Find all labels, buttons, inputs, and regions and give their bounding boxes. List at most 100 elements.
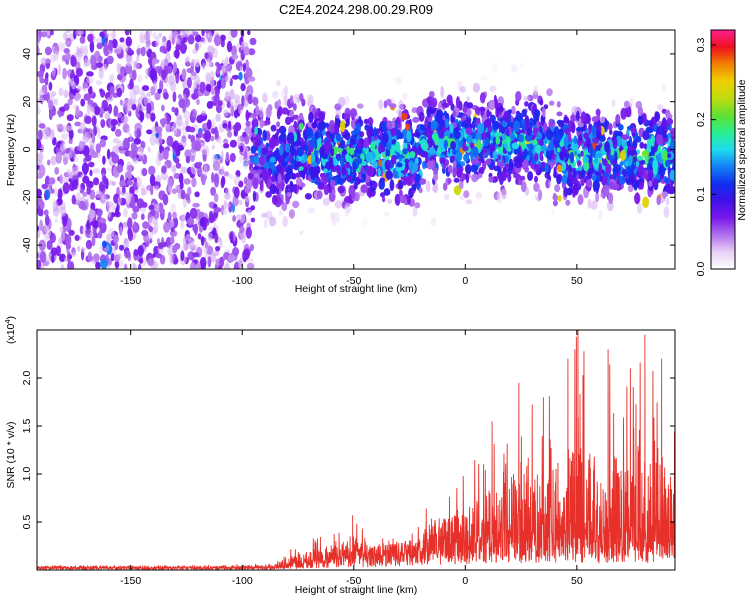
spectrogram-cell xyxy=(102,155,106,165)
spectrogram-cell xyxy=(608,181,615,190)
spectrogram-cell xyxy=(402,148,408,155)
spectrogram-cell xyxy=(454,130,461,140)
spectrogram-cell xyxy=(251,117,259,130)
spectrogram-cell xyxy=(112,234,119,244)
spectrogram-cell xyxy=(592,180,600,191)
spectrogram-cell xyxy=(123,137,130,149)
x-tick-label: -50 xyxy=(346,275,361,287)
spectrogram-cell xyxy=(413,131,420,138)
spectrogram-cell xyxy=(585,114,591,125)
spectrogram-cell xyxy=(212,153,218,164)
spectrogram-cell xyxy=(143,95,149,107)
spectrogram-cell xyxy=(265,106,272,119)
spectrogram-cell xyxy=(91,133,96,144)
spectrogram-cell xyxy=(437,138,445,148)
spectrogram-cell xyxy=(224,202,231,208)
spectrogram-cell xyxy=(71,166,79,176)
spectrogram-cell xyxy=(247,30,251,36)
spectrogram-cell xyxy=(186,67,194,74)
spectrogram-cell xyxy=(535,144,542,154)
spectrogram-cell xyxy=(515,162,523,169)
spectrogram-cell xyxy=(171,106,176,113)
spectrogram-cell xyxy=(409,151,416,159)
spectrogram-cell xyxy=(159,79,164,92)
spectrogram-cell xyxy=(225,151,230,163)
spectrogram-cell xyxy=(621,168,628,177)
spectrogram-cell xyxy=(255,105,260,116)
spectrogram-cell xyxy=(478,166,485,175)
spectrogram-cell xyxy=(119,226,123,236)
spectrogram-cell xyxy=(515,91,522,102)
spectrogram-cell xyxy=(383,100,388,109)
spectrogram-cell xyxy=(220,165,225,177)
spectrogram-cell xyxy=(38,123,46,129)
spectrogram-cell xyxy=(136,54,140,62)
spectrogram-cell xyxy=(450,155,456,162)
spectrogram-cell xyxy=(171,35,176,45)
colorbar-tick-label: 0.2 xyxy=(695,112,707,127)
spectrogram-cell xyxy=(158,242,164,249)
spectrogram-cell xyxy=(619,150,626,161)
spectrogram-cell xyxy=(292,103,297,111)
spectrogram-cell xyxy=(646,142,651,153)
spectrogram-cell xyxy=(456,167,462,178)
spectrogram-cell xyxy=(529,144,534,151)
spectrogram-cell xyxy=(240,83,246,92)
spectrogram-cell xyxy=(442,164,447,170)
spectrogram-cell xyxy=(221,175,226,186)
x-tick-label: -100 xyxy=(232,575,253,587)
spectrogram-cell xyxy=(242,62,246,72)
spectrogram-cell xyxy=(437,109,444,119)
spectrogram-cell xyxy=(249,244,254,252)
spectrogram-cell xyxy=(612,137,618,149)
spectrogram-cell xyxy=(602,158,608,167)
spectrogram-cell xyxy=(252,177,259,190)
spectrogram-cell xyxy=(136,180,142,189)
spectrogram-cell xyxy=(661,83,666,93)
spectrogram-cell xyxy=(663,206,670,218)
spectrogram-cell xyxy=(338,96,346,108)
spectrogram-cell xyxy=(187,34,195,45)
spectrogram-cell xyxy=(149,174,156,187)
spectrogram-cell xyxy=(345,155,352,163)
spectrogram-cell xyxy=(62,216,68,227)
spectrogram-cell xyxy=(587,198,592,209)
spectrogram-cell xyxy=(85,154,92,162)
spectrogram-cell xyxy=(93,253,100,263)
spectrogram-cell xyxy=(150,209,156,217)
spectrogram-cell xyxy=(45,72,49,79)
spectrogram-cell xyxy=(665,183,673,194)
spectrogram-cell xyxy=(466,108,472,117)
spectrogram-cell xyxy=(37,107,41,116)
spectrogram-cell xyxy=(583,160,590,172)
spectrogram-cell xyxy=(192,93,196,100)
spectrogram-cell xyxy=(347,175,353,182)
spectrogram-cell xyxy=(471,120,476,130)
spectrogram-cell xyxy=(211,172,215,184)
spectrogram-cell xyxy=(285,116,292,125)
spectrogram-cell xyxy=(227,130,233,138)
spectrogram-cell xyxy=(224,262,230,269)
spectrogram-cell xyxy=(82,175,90,184)
spectrogram-cell xyxy=(439,157,446,165)
spectrogram-cell xyxy=(590,200,598,210)
spectrogram-cell xyxy=(465,173,470,184)
spectrogram-cell xyxy=(658,166,666,177)
spectrogram-cell xyxy=(199,217,206,227)
spectrogram-cell xyxy=(197,161,203,167)
spectrogram-cell xyxy=(153,185,160,192)
spectrogram-cell xyxy=(70,56,76,67)
spectrogram-cell xyxy=(541,107,546,118)
spectrogram-cell xyxy=(77,85,82,92)
spectrogram-cell xyxy=(64,70,68,76)
snr-marks xyxy=(36,329,676,572)
spectrogram-cell xyxy=(487,126,493,134)
spectrogram-cell xyxy=(641,150,650,158)
spectrogram-cell xyxy=(123,238,130,249)
spectrogram-cell xyxy=(394,141,401,153)
spectrogram-cell xyxy=(162,36,167,42)
figure-title: C2E4.2024.298.00.29.R09 xyxy=(279,2,433,17)
spectrogram-cell xyxy=(234,122,242,132)
spectrogram-cell xyxy=(125,36,132,47)
spectrogram-cell xyxy=(120,115,129,124)
